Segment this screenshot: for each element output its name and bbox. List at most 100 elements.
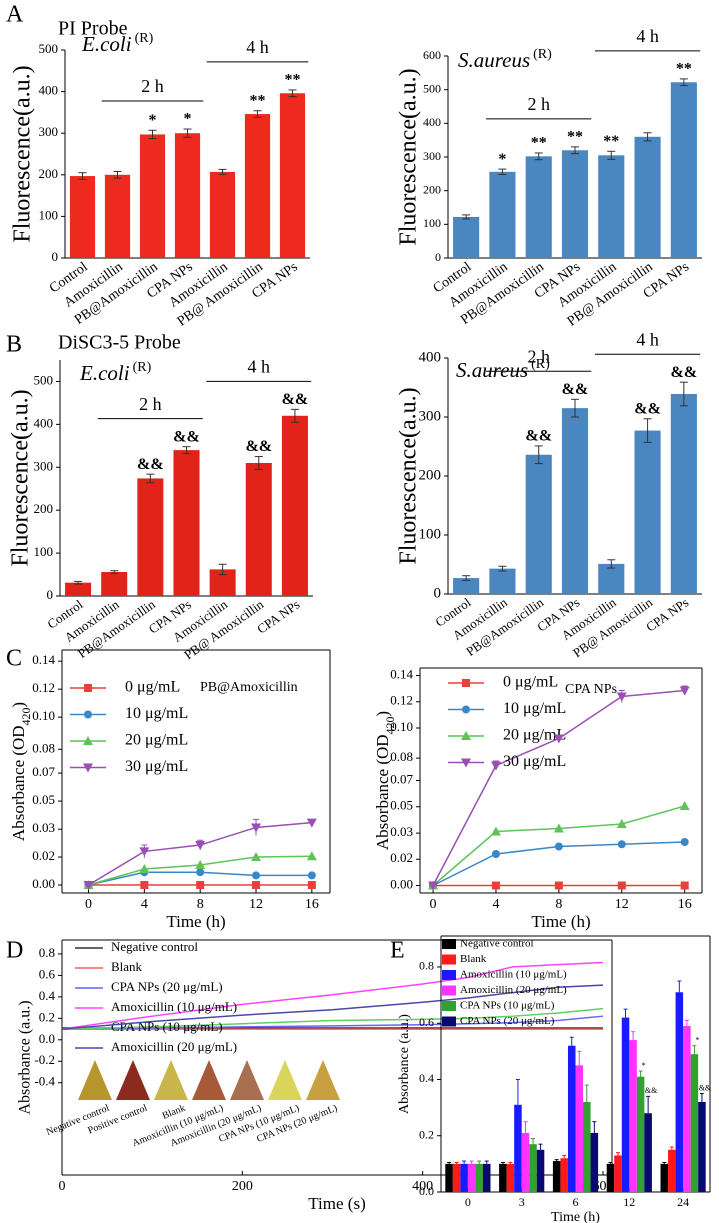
x-axis-label: Time (s) [308, 1194, 365, 1213]
legend-marker [461, 731, 471, 740]
legend-marker [83, 736, 93, 745]
y-axis-label: Absorbance (a.u.) [397, 1014, 412, 1114]
annotation: PB@Amoxicillin [200, 680, 298, 695]
bar [660, 1163, 669, 1192]
bar [668, 1149, 676, 1192]
bar [101, 571, 128, 596]
significance-marker: && [634, 400, 661, 417]
title-sup: (R) [531, 357, 550, 372]
sample-triangle [78, 1060, 112, 1100]
y-tick-label: 0.4 [419, 1071, 434, 1085]
legend-label: 10 μg/mL [125, 705, 188, 722]
point [306, 851, 317, 861]
y-axis-label-part: Absorbance (OD [373, 734, 392, 850]
series-line [61, 984, 604, 1030]
y-tick-label: 500 [39, 41, 59, 56]
bar [634, 136, 661, 258]
panel-label: D [6, 938, 23, 964]
y-tick-label: 300 [423, 149, 441, 163]
y-tick-label: 0.00 [390, 876, 413, 891]
y-tick-label: 0.8 [39, 945, 55, 960]
sample-triangle [306, 1060, 340, 1100]
x-tick-label: 16 [678, 897, 692, 912]
point [680, 838, 689, 846]
y-tick-label: 100 [423, 216, 441, 230]
subtitle: DiSC3-5 Probe [58, 332, 181, 354]
point [139, 847, 150, 857]
legend-label: CPA NPs (10 μg/mL) [460, 1000, 555, 1012]
legend-label: 20 μg/mL [125, 732, 188, 749]
group-label: 4 h [636, 26, 659, 46]
x-tick-label: 24 [677, 1195, 689, 1209]
sample-triangle [116, 1060, 150, 1100]
bar [139, 134, 166, 258]
point [554, 881, 563, 890]
group-label: 2 h [139, 394, 162, 414]
y-tick-label: 0.12 [390, 693, 413, 708]
legend-label: Amoxicillin (10 μg/mL) [111, 999, 237, 1014]
bar [489, 171, 516, 258]
y-tick-label: 0.08 [32, 740, 55, 755]
legend-label: 0 μg/mL [125, 679, 180, 696]
title-sup: (R) [133, 360, 152, 375]
bar [614, 1155, 622, 1192]
panel-label: B [6, 332, 22, 358]
y-axis-label-part: ) [373, 711, 392, 717]
legend-swatch [442, 939, 456, 949]
point [616, 692, 627, 702]
x-tick-label: 8 [555, 897, 562, 912]
y-tick-label: 100 [34, 544, 54, 559]
significance-marker: && [282, 391, 309, 408]
legend-marker [461, 758, 471, 768]
significance-marker: ** [250, 92, 266, 109]
x-tick-label: 12 [615, 897, 629, 912]
title-text: S.aureus [456, 358, 528, 382]
y-tick-label: 500 [423, 81, 441, 95]
significance-marker: ** [285, 72, 301, 89]
legend-marker [84, 710, 92, 719]
y-axis-label: Fluorescence(a.u.) [396, 68, 422, 245]
significance-marker: && [173, 428, 200, 445]
title-text: S.aureus [458, 48, 530, 72]
point [553, 734, 564, 744]
y-axis-label: Fluorescence(a.u.) [8, 389, 34, 566]
sample-triangle [268, 1060, 302, 1100]
legend-label: CPA NPs (20 μg/mL) [111, 979, 223, 994]
bar [209, 171, 236, 258]
panel-label: A [6, 2, 24, 28]
y-axis-label: Absorbance (OD420) [373, 711, 397, 850]
bar [482, 1163, 491, 1192]
y-tick-label: 500 [34, 372, 54, 387]
significance-marker: && [645, 1086, 658, 1095]
significance-marker: ** [676, 61, 692, 78]
y-tick-label: 0.14 [32, 652, 55, 667]
y-tick-label: 400 [39, 83, 59, 98]
y-tick-label: 400 [423, 115, 441, 129]
y-axis-label-part: 420 [19, 708, 33, 726]
y-tick-label: 0.2 [419, 1127, 434, 1141]
x-axis-label: Time (h) [551, 1210, 600, 1223]
legend-label: Amoxicillin (10 μg/mL) [460, 969, 567, 981]
point [139, 864, 150, 874]
y-tick-label: 100 [39, 207, 59, 222]
legend-label: Blank [111, 959, 143, 974]
y-tick-label: 600 [423, 48, 441, 62]
y-axis-label-part: 420 [383, 717, 397, 735]
x-tick-label: 400 [412, 1179, 433, 1194]
bar [506, 1163, 515, 1192]
significance-marker: ** [603, 133, 619, 150]
group-label: 2 h [527, 94, 550, 114]
point [252, 871, 261, 880]
y-tick-label: 0.2 [39, 1009, 55, 1024]
point [307, 871, 316, 880]
x-tick-label: 6 [573, 1195, 579, 1209]
bar [561, 408, 589, 594]
legend-label: Negative control [111, 939, 198, 954]
bar [69, 176, 96, 258]
y-tick-label: 300 [39, 124, 59, 139]
x-axis-label: Time (h) [531, 912, 590, 931]
significance-marker: && [671, 364, 698, 381]
point [616, 819, 627, 828]
